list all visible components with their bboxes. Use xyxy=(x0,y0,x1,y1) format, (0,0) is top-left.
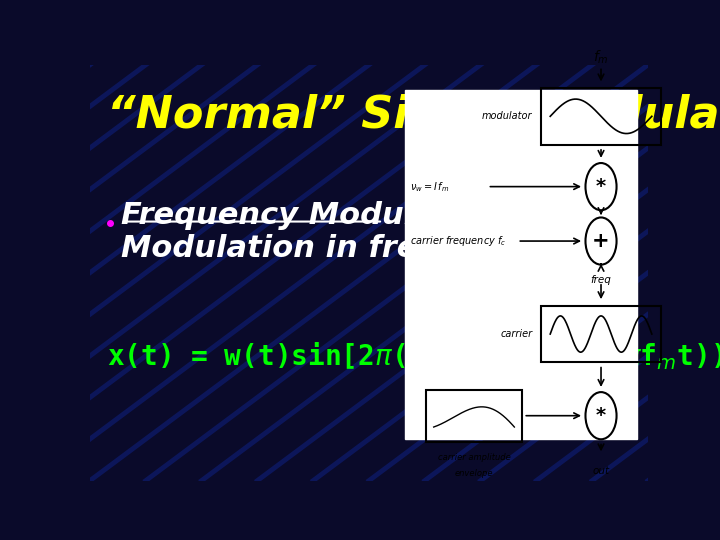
Text: envelope: envelope xyxy=(455,469,493,478)
FancyBboxPatch shape xyxy=(405,90,637,439)
Text: $\nu_w = I\,f_m$: $\nu_w = I\,f_m$ xyxy=(410,180,449,193)
Bar xyxy=(426,390,522,442)
Text: carrier amplitude: carrier amplitude xyxy=(438,453,510,462)
Text: freq: freq xyxy=(590,275,611,285)
Text: out: out xyxy=(593,465,610,476)
Bar xyxy=(541,88,661,145)
Text: Frequency Modulation: Frequency Modulation xyxy=(121,201,503,230)
Text: carrier: carrier xyxy=(500,329,532,339)
Text: *: * xyxy=(596,177,606,196)
Text: +: + xyxy=(593,231,610,251)
Text: Modulation in frequency.: Modulation in frequency. xyxy=(121,234,550,264)
Text: x(t) = w(t)sin[2$\pi$(f$_c$ + If$_m$sin(2$\pi$f$_m$t))t]: x(t) = w(t)sin[2$\pi$(f$_c$ + If$_m$sin(… xyxy=(107,340,720,372)
Text: *: * xyxy=(596,406,606,425)
Text: “Normal” Single-Modulator FM: “Normal” Single-Modulator FM xyxy=(107,94,720,137)
Text: carrier frequency $f_c$: carrier frequency $f_c$ xyxy=(410,234,506,248)
Text: modulator: modulator xyxy=(482,111,532,122)
Text: $f_m$: $f_m$ xyxy=(593,48,609,66)
Bar xyxy=(541,306,661,362)
